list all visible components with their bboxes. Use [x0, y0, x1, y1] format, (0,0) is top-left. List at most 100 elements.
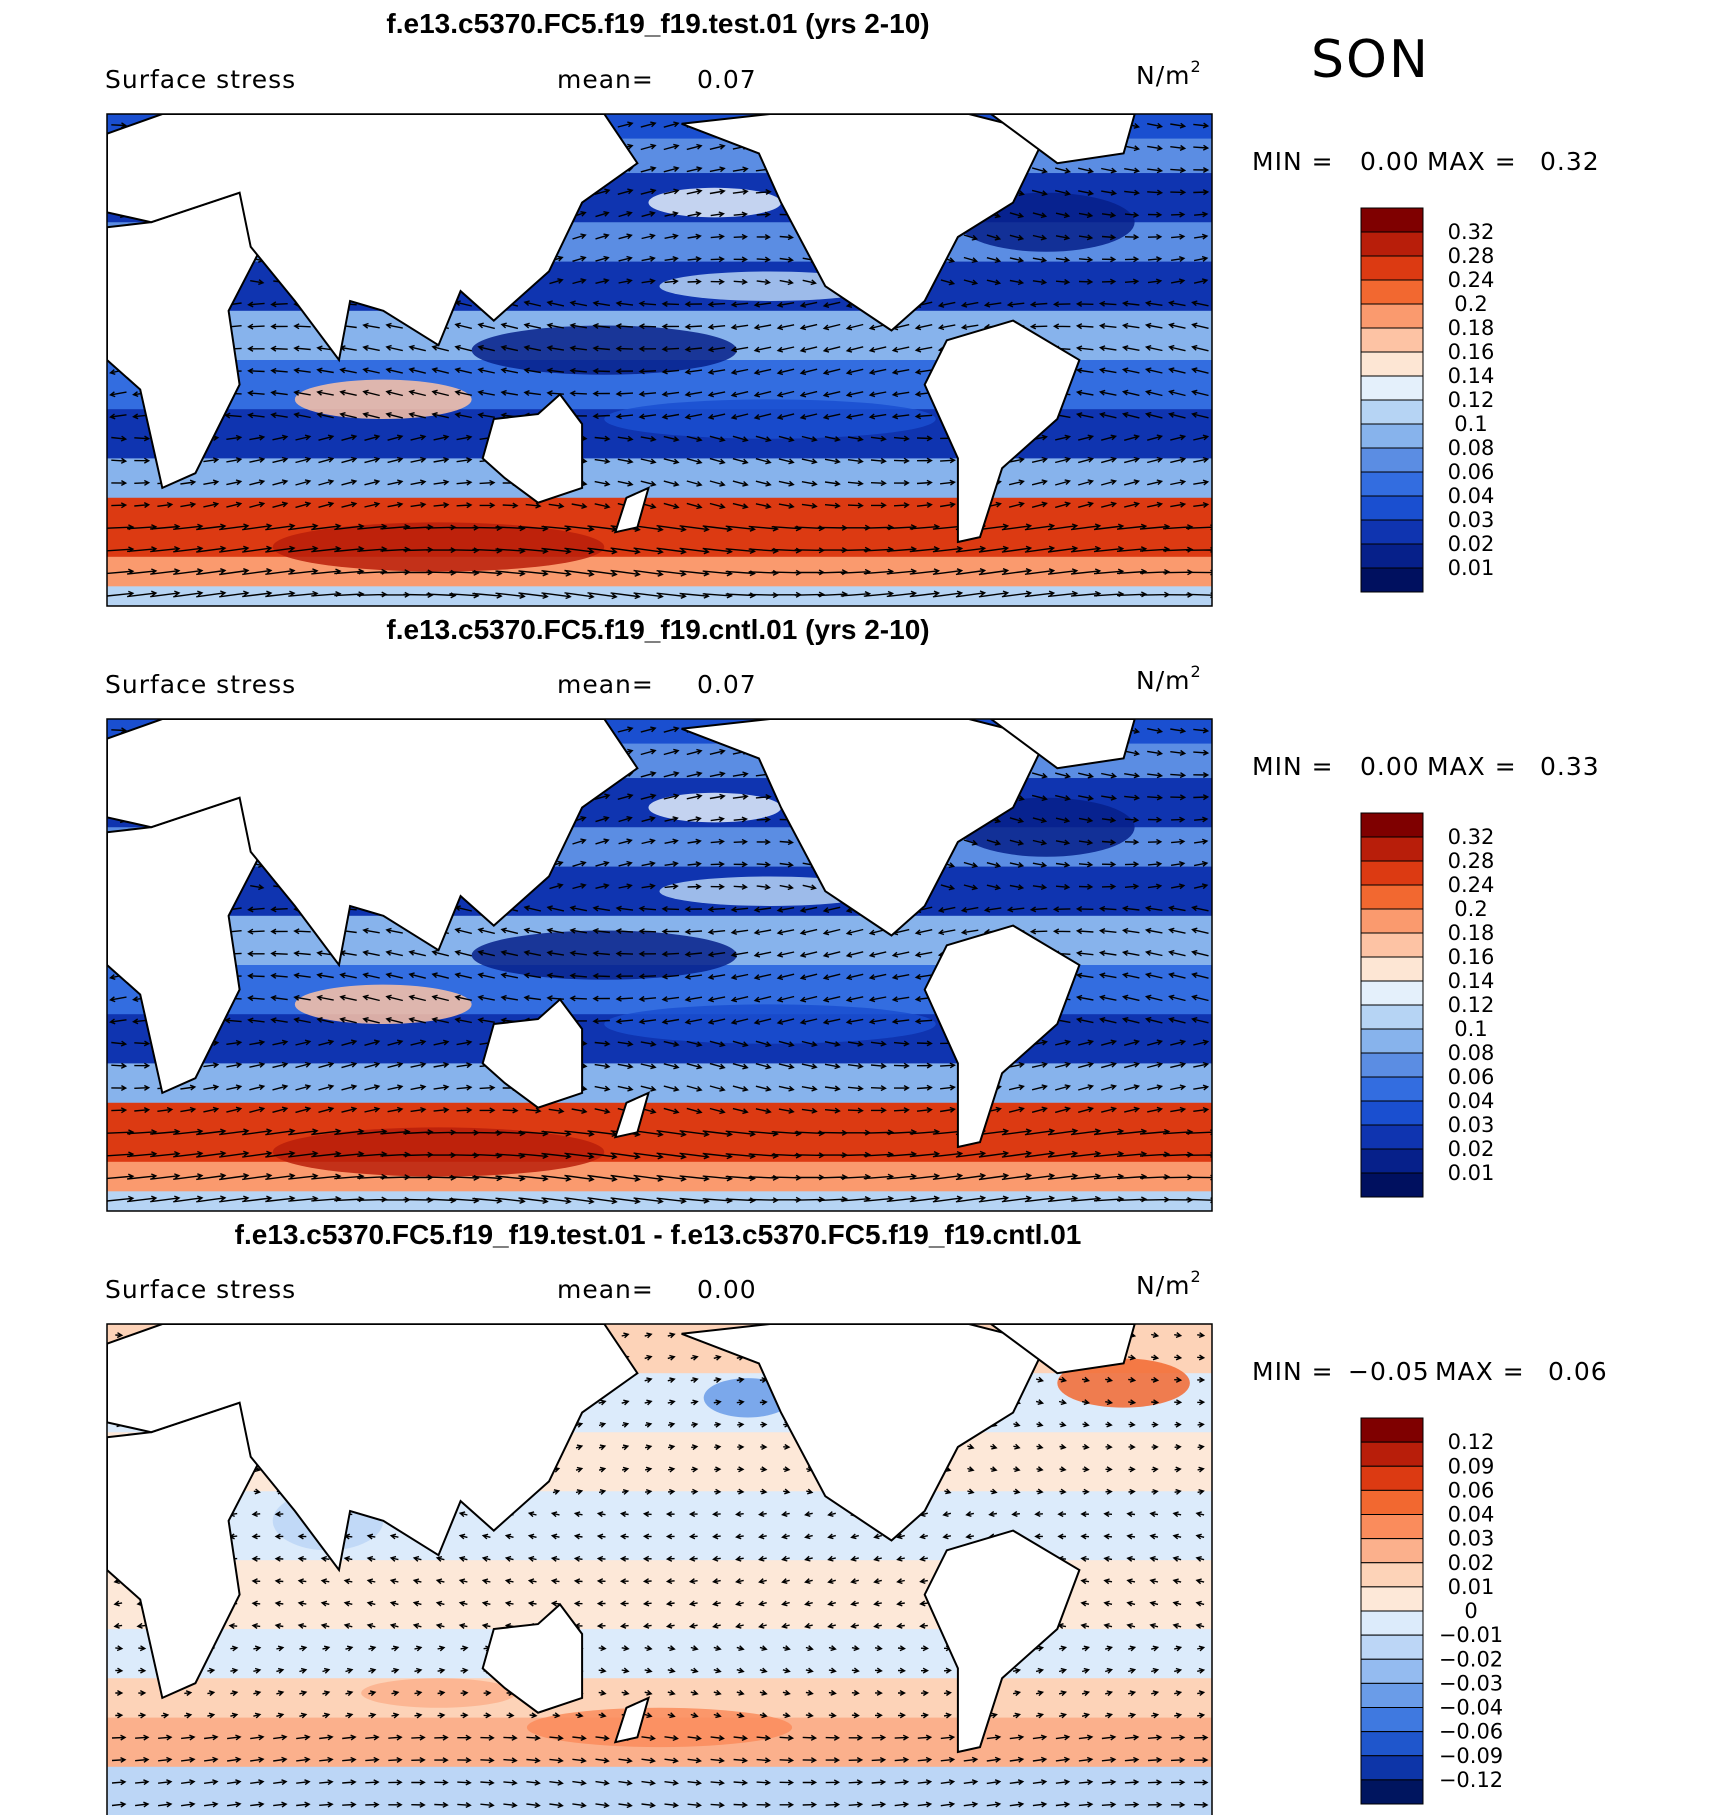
wind-vector [886, 1195, 918, 1203]
wind-vector [1193, 1734, 1209, 1741]
wind-vector [1193, 1757, 1209, 1764]
wind-vector [251, 1622, 261, 1629]
wind-vector [247, 906, 265, 913]
wind-vector [573, 1578, 583, 1585]
wind-vector [871, 1756, 887, 1763]
wind-vector [776, 346, 795, 353]
wind-vector [799, 928, 818, 936]
panel-2-title: f.e13.c5370.FC5.f19_f19.cntl.01 (yrs 2-1… [386, 614, 930, 645]
wind-vector [111, 1084, 128, 1092]
wind-vector [318, 434, 335, 441]
wind-vector [546, 345, 565, 352]
wind-vector [341, 1106, 358, 1113]
wind-vector [339, 412, 357, 419]
wind-vector [483, 1712, 492, 1719]
wind-vector [572, 1757, 587, 1764]
wind-vector [270, 928, 288, 935]
wind-vector [1128, 1443, 1136, 1451]
wind-vector [111, 502, 128, 509]
wind-vector [638, 300, 657, 307]
wind-vector [410, 1106, 427, 1113]
wind-vector [297, 1555, 307, 1562]
wind-vector [1055, 861, 1071, 868]
wind-vector [1151, 1645, 1160, 1652]
wind-vector [990, 1443, 998, 1450]
wind-vector [644, 1377, 653, 1384]
wind-vector [801, 458, 818, 465]
panel-1-title: f.e13.c5370.FC5.f19_f19.test.01 (yrs 2-1… [386, 8, 930, 39]
wind-vector [870, 480, 887, 487]
wind-vector [364, 456, 381, 464]
wind-vector [1024, 1150, 1056, 1158]
wind-vector [1078, 189, 1095, 196]
wind-vector [615, 368, 634, 375]
wind-vector [760, 1421, 768, 1428]
wind-vector [1195, 1623, 1205, 1629]
wind-vector [1147, 145, 1164, 152]
wind-vector [825, 1801, 841, 1808]
wind-vector [663, 502, 680, 510]
wind-vector [1174, 1488, 1182, 1495]
wind-vector [776, 906, 795, 913]
wind-vector [760, 1488, 768, 1495]
wind-vector [273, 1734, 288, 1741]
wind-vector [564, 1152, 595, 1160]
wind-vector [684, 323, 703, 330]
wind-vector [1055, 817, 1071, 824]
wind-vector [1170, 122, 1187, 129]
wind-vector [758, 1555, 767, 1562]
wind-vector [801, 1085, 818, 1092]
wind-vector [804, 1622, 813, 1629]
wind-vector [617, 1063, 634, 1070]
wind-vector [937, 324, 956, 331]
wind-vector [868, 951, 887, 958]
wind-vector [847, 435, 864, 442]
colorbar-box [1360, 519, 1424, 545]
wind-vector [1082, 1466, 1090, 1473]
wind-vector [656, 547, 687, 555]
wind-vector [822, 346, 841, 353]
wind-vector [978, 1173, 1010, 1181]
wind-vector [596, 1511, 606, 1518]
wind-vector [776, 324, 795, 331]
wind-vector [640, 143, 657, 151]
wind-vector [1032, 212, 1048, 219]
wind-vector [986, 1801, 1002, 1808]
wind-vector [1121, 972, 1140, 979]
wind-vector [274, 1600, 284, 1607]
wind-vector [960, 301, 979, 308]
wind-vector [135, 1756, 150, 1763]
wind-vector [523, 905, 542, 912]
wind-vector [735, 1533, 744, 1540]
wind-vector [274, 1533, 284, 1540]
wind-vector [1197, 1645, 1206, 1652]
wind-vector [909, 1195, 941, 1203]
wind-vector [1147, 750, 1164, 757]
wind-vector [663, 771, 680, 778]
wind-vector [1170, 167, 1187, 174]
wind-vector [293, 950, 311, 957]
wind-vector [874, 1667, 883, 1674]
colorbar-box [1360, 1514, 1424, 1540]
wind-vector [1147, 211, 1163, 218]
wind-vector [481, 1623, 491, 1629]
wind-vector [644, 1399, 653, 1406]
wind-vector [776, 413, 795, 420]
wind-vector [771, 547, 802, 554]
colorbar-box [1360, 1028, 1424, 1054]
wind-vector [845, 368, 864, 376]
wind-vector [523, 972, 542, 979]
wind-vector [368, 1645, 377, 1652]
wind-vector [319, 1801, 334, 1808]
wind-vector [1055, 278, 1071, 285]
wind-vector [247, 390, 265, 397]
wind-vector [523, 390, 541, 397]
wind-vector [873, 1622, 882, 1629]
wind-vector [408, 344, 426, 352]
wind-vector [1170, 189, 1187, 196]
wind-vector [180, 1106, 197, 1113]
wind-vector [595, 838, 610, 845]
wind-vector [756, 211, 771, 218]
wind-vector [1009, 279, 1025, 286]
wind-vector [569, 390, 587, 397]
